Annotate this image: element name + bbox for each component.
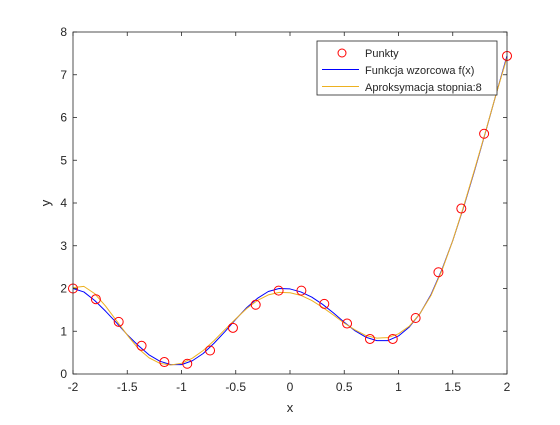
- legend-label-funkcja: Funkcja wzorcowa f(x): [365, 65, 474, 77]
- legend-label-punkty: Punkty: [365, 48, 399, 60]
- data-point: [433, 267, 444, 278]
- y-tick-label: 6: [60, 111, 67, 125]
- data-point: [273, 285, 284, 296]
- x-axis-label: x: [287, 400, 294, 415]
- data-point: [479, 128, 490, 139]
- x-tick-label: -1: [176, 380, 187, 394]
- data-point: [90, 294, 101, 305]
- data-point: [205, 345, 216, 356]
- x-tick-label: 0: [287, 380, 294, 394]
- y-tick-label: 0: [60, 367, 67, 381]
- data-point: [250, 299, 261, 310]
- y-tick-label: 2: [60, 282, 67, 296]
- y-tick-label: 5: [60, 153, 67, 167]
- x-tick-label: -1.5: [117, 380, 138, 394]
- axes-layer: -2 -1.5 -1 -0.5 0 0.5 1 1.5 2 0 1 2 3 4 5 6 7 8: [60, 25, 510, 394]
- data-point: [319, 298, 330, 309]
- y-tick-label: 8: [60, 25, 67, 39]
- x-tick-label: 0.5: [336, 380, 353, 394]
- x-tick-label: 1.5: [444, 380, 461, 394]
- data-point: [410, 313, 421, 323]
- data-point: [182, 358, 193, 369]
- y-tick-label: 3: [60, 239, 67, 253]
- data-point: [296, 285, 307, 296]
- legend-label-aproksymacja: Aproksymacja stopnia:8: [365, 82, 482, 94]
- y-tick-label: 1: [60, 324, 67, 338]
- y-tick-label: 4: [60, 196, 67, 210]
- x-tick-label: -0.5: [225, 380, 246, 394]
- data-point: [456, 203, 467, 214]
- data-point: [342, 318, 353, 329]
- data-point: [159, 357, 170, 368]
- series-line-2: [72, 57, 508, 366]
- data-point: [113, 316, 124, 327]
- data-point: [364, 333, 375, 344]
- legend-marker-punkty: [337, 48, 347, 58]
- data-point: [136, 340, 147, 351]
- x-tick-label: 1: [395, 380, 402, 394]
- data-point: [387, 333, 398, 344]
- data-point: [227, 322, 238, 333]
- x-tick-label: -2: [68, 380, 79, 394]
- x-tick-label: 2: [504, 380, 511, 394]
- legend: Punkty Funkcja wzorcowa f(x) Aproksymacj…: [316, 40, 498, 96]
- y-axis-label: y: [38, 199, 53, 206]
- series-layer: [68, 50, 512, 369]
- y-tick-label: 7: [60, 68, 67, 82]
